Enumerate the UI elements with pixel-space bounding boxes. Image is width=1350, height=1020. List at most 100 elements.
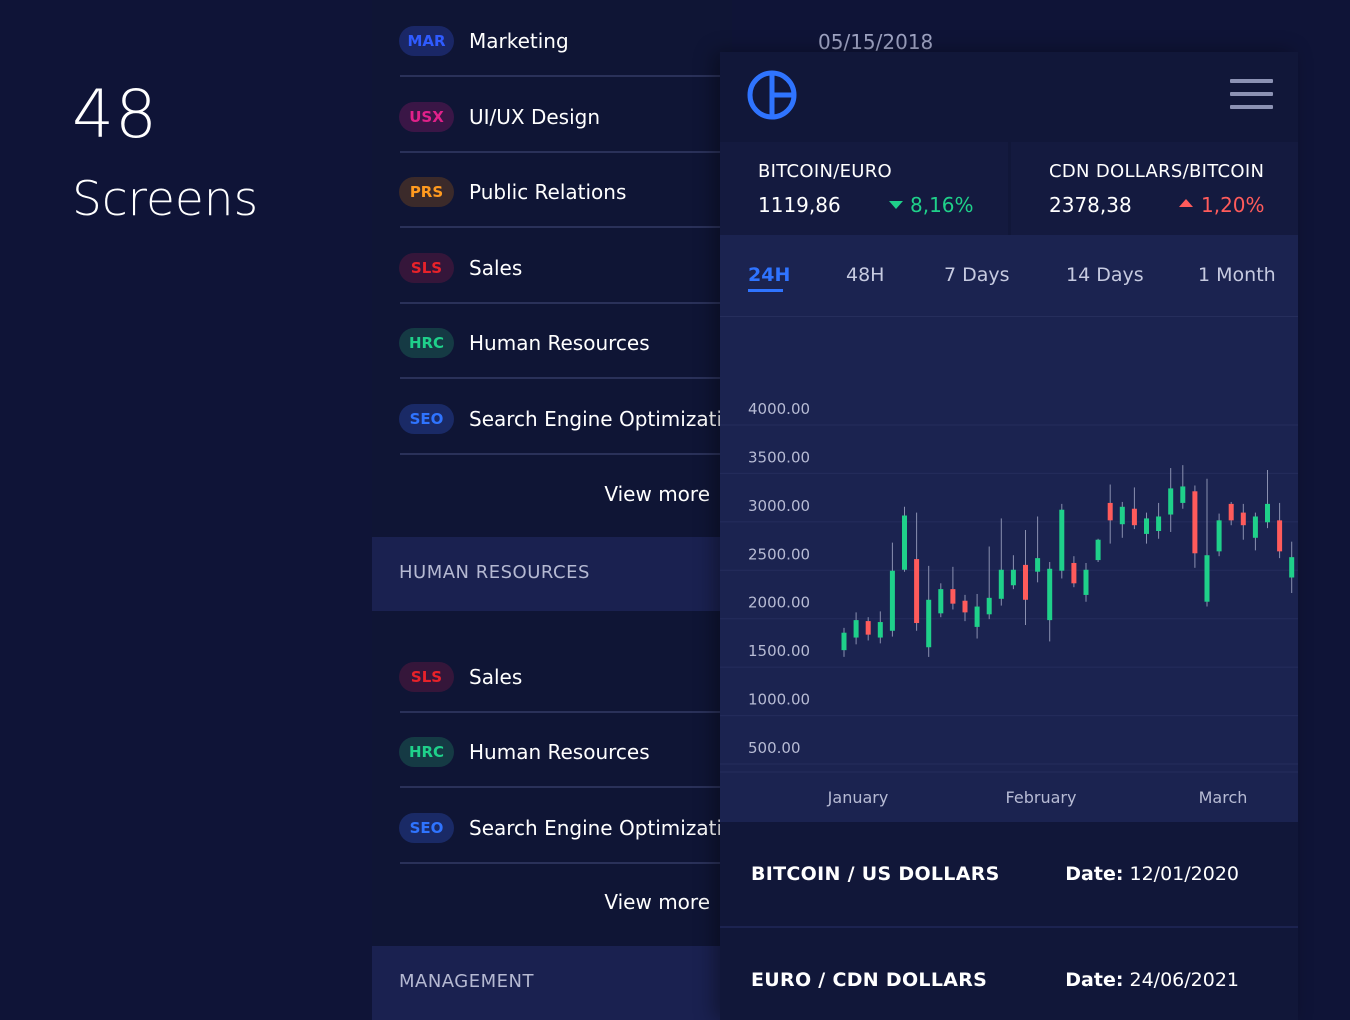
pair-name: EURO / CDN DOLLARS: [751, 969, 988, 991]
candle-body: [1168, 488, 1174, 515]
view-more-link[interactable]: View more: [604, 890, 710, 914]
list-item-label: Human Resources: [469, 331, 650, 355]
pair-date-value: 24/06/2021: [1129, 969, 1239, 991]
divider: [400, 75, 732, 77]
y-tick-label: 4000.00: [748, 400, 810, 418]
y-tick-label: 1000.00: [748, 691, 810, 709]
pair-date-value: 12/01/2020: [1129, 863, 1239, 885]
section-header-human-resources[interactable]: HUMAN RESOURCES: [372, 537, 732, 611]
candle-body: [1252, 516, 1258, 538]
active-tab-indicator: [748, 289, 783, 292]
y-tick-label: 2000.00: [748, 594, 810, 612]
list-item-label: Search Engine Optimization: [469, 816, 732, 840]
candle-body: [1023, 564, 1028, 600]
candle-body: [998, 569, 1004, 599]
timeframe-tabs: 24H 48H 7 Days 14 Days 1 Month: [720, 235, 1298, 317]
list-item-uiux[interactable]: USX UI/UX Design: [372, 78, 732, 153]
candle-body: [877, 622, 883, 638]
pair-row-euro-cdn[interactable]: EURO / CDN DOLLARS Date: 24/06/2021: [720, 928, 1298, 1020]
view-more-link[interactable]: View more: [604, 482, 710, 506]
ticker-bar: BITCOIN/EURO 1119,86 8,16% CDN DOLLARS/B…: [720, 142, 1298, 235]
candle-body: [889, 570, 895, 631]
candle-body: [1156, 516, 1162, 532]
divider: [720, 316, 1298, 317]
x-tick-label: March: [1199, 788, 1248, 807]
y-tick-label: 2500.00: [748, 545, 810, 563]
list-item-seo[interactable]: SEO Search Engine Optimization: [372, 789, 732, 864]
ticker-title: BITCOIN/EURO: [758, 161, 892, 182]
arrow-down-icon: [889, 201, 903, 209]
tab-1-month[interactable]: 1 Month: [1198, 264, 1276, 286]
candle-body: [853, 620, 859, 638]
candle-body: [926, 599, 932, 648]
list-item-label: Public Relations: [469, 180, 627, 204]
list-item-label: Sales: [469, 665, 523, 689]
divider: [400, 377, 732, 379]
y-tick-label: 3500.00: [748, 448, 810, 466]
badge-prs: PRS: [399, 177, 454, 207]
pair-date: Date: 24/06/2021: [1065, 969, 1239, 991]
list-item-label: Search Engine Optimization: [469, 407, 732, 431]
hamburger-menu-icon[interactable]: [1230, 79, 1273, 109]
list-item-marketing[interactable]: MAR Marketing: [372, 2, 732, 77]
pair-row-bitcoin-usd[interactable]: BITCOIN / US DOLLARS Date: 12/01/2020: [720, 822, 1298, 928]
candle-body: [938, 589, 944, 614]
divider: [400, 302, 732, 304]
ticker-change: 8,16%: [910, 193, 974, 217]
list-item-human-resources[interactable]: HRC Human Resources: [372, 304, 732, 379]
candle-body: [1010, 569, 1016, 586]
candle-body: [1144, 518, 1149, 534]
candle-body: [1083, 569, 1089, 595]
candle-body: [1216, 520, 1222, 552]
candle-body: [1095, 539, 1101, 561]
list-item-seo[interactable]: SEO Search Engine Optimization: [372, 380, 732, 455]
promo-word: Screens: [72, 172, 259, 227]
x-tick-label: January: [827, 788, 889, 807]
crypto-app-screen: BITCOIN/EURO 1119,86 8,16% CDN DOLLARS/B…: [720, 52, 1298, 1020]
pair-name: BITCOIN / US DOLLARS: [751, 863, 1000, 885]
list-item-sales[interactable]: SLS Sales: [372, 229, 732, 304]
price-chart: 4000.00 3500.00 3000.00 2500.00 2000.00 1500.…: [720, 317, 1298, 822]
candle-body: [974, 606, 980, 627]
list-item-label: Marketing: [469, 29, 569, 53]
globe-logo-icon[interactable]: [747, 70, 797, 124]
list-item-label: UI/UX Design: [469, 105, 601, 129]
department-list-panel: MAR Marketing USX UI/UX Design PRS Publi…: [372, 0, 732, 1020]
tab-48h[interactable]: 48H: [846, 264, 885, 286]
divider: [400, 226, 732, 228]
list-item-sales[interactable]: SLS Sales: [372, 638, 732, 713]
candle-body: [1240, 512, 1246, 526]
candle-body: [1289, 557, 1295, 578]
candle-body: [1265, 503, 1270, 523]
candle-body: [914, 559, 920, 624]
ticker-title: CDN DOLLARS/BITCOIN: [1049, 161, 1265, 182]
tab-7-days[interactable]: 7 Days: [944, 264, 1010, 286]
pair-date-label: Date:: [1065, 969, 1124, 991]
badge-hrc: HRC: [399, 737, 454, 767]
tab-24h[interactable]: 24H: [748, 264, 791, 286]
list-item-public-relations[interactable]: PRS Public Relations: [372, 153, 732, 228]
candle-body: [1180, 486, 1186, 503]
ticker-bitcoin-euro[interactable]: BITCOIN/EURO 1119,86 8,16%: [720, 142, 1008, 235]
y-tick-label: 1500.00: [748, 642, 810, 660]
candle-body: [1107, 502, 1113, 521]
candle-body: [962, 600, 968, 613]
app-header: [720, 52, 1298, 142]
candle-body: [1071, 562, 1077, 584]
list-item-human-resources[interactable]: HRC Human Resources: [372, 713, 732, 788]
candle-body: [1277, 520, 1283, 552]
badge-seo: SEO: [399, 813, 454, 843]
ticker-value: 2378,38: [1049, 193, 1132, 217]
divider: [400, 151, 732, 153]
divider: [400, 453, 732, 455]
candle-body: [1228, 503, 1234, 521]
badge-sls: SLS: [399, 253, 454, 283]
divider: [400, 862, 732, 864]
pair-date-label: Date:: [1065, 863, 1124, 885]
tab-14-days[interactable]: 14 Days: [1066, 264, 1144, 286]
section-header-management[interactable]: MANAGEMENT: [372, 946, 732, 1020]
candlestick-chart[interactable]: 4000.00 3500.00 3000.00 2500.00 2000.00 1500.…: [720, 317, 1298, 822]
candle-body: [1059, 509, 1065, 571]
ticker-cdn-bitcoin[interactable]: CDN DOLLARS/BITCOIN 2378,38 1,20%: [1011, 142, 1298, 235]
pair-date: Date: 12/01/2020: [1065, 863, 1239, 885]
